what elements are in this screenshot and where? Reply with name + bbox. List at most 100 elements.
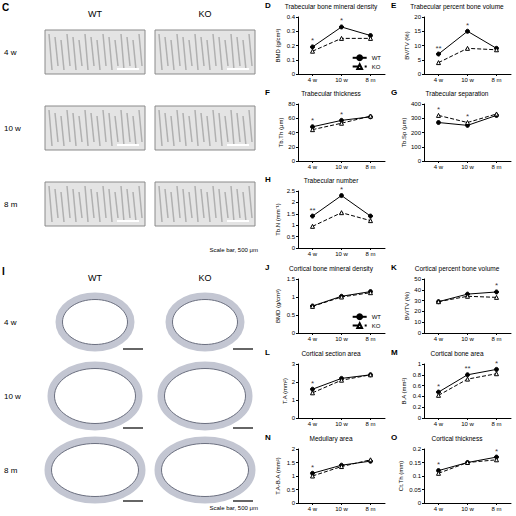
svg-text:20: 20 [414,14,421,20]
svg-text:8 m: 8 m [365,77,375,83]
svg-text:60: 60 [288,115,295,121]
svg-text:0.5: 0.5 [287,487,296,493]
svg-text:0: 0 [418,71,422,77]
svg-text:BMD (g/cm³): BMD (g/cm³) [275,29,281,63]
svg-text:*: * [495,447,498,456]
svg-text:0: 0 [292,415,296,421]
svg-text:N: N [265,433,271,442]
svg-text:T.A (mm²): T.A (mm²) [282,378,288,404]
svg-text:O: O [391,433,397,442]
svg-text:Cortical percent bone volume: Cortical percent bone volume [415,265,500,273]
svg-text:0.4: 0.4 [413,393,422,399]
svg-text:10: 10 [414,43,421,49]
svg-text:10 w: 10 w [461,336,474,342]
svg-text:2: 2 [292,199,296,205]
svg-text:1.5: 1.5 [287,460,296,466]
svg-text:1: 1 [292,397,296,403]
svg-text:*: * [495,359,498,368]
svg-text:Trabecular bone mineral densit: Trabecular bone mineral density [285,3,378,11]
svg-text:Tb.Th (μm): Tb.Th (μm) [278,118,284,148]
svg-text:G: G [391,88,397,97]
svg-text:40: 40 [288,130,295,136]
svg-text:0.2: 0.2 [413,446,422,452]
svg-text:0.2: 0.2 [413,404,422,410]
svg-text:20: 20 [288,144,295,150]
svg-text:4 w: 4 w [434,336,444,342]
svg-text:I: I [2,266,5,277]
svg-text:4 w: 4 w [4,318,17,327]
svg-text:Trabecular thickness: Trabecular thickness [301,90,361,97]
svg-text:J: J [265,263,269,272]
svg-text:4 w: 4 w [434,506,444,512]
svg-text:10 w: 10 w [335,506,348,512]
svg-text:M: M [391,348,398,357]
svg-text:1: 1 [292,222,296,228]
svg-text:*: * [466,21,469,30]
svg-text:Ct.Th (mm): Ct.Th (mm) [398,461,404,491]
svg-text:F: F [265,88,270,97]
svg-text:3: 3 [292,361,296,367]
svg-text:*: * [311,36,314,45]
svg-text:4 w: 4 w [4,48,17,57]
svg-text:0.5: 0.5 [287,312,296,318]
svg-text:**: ** [309,206,315,215]
svg-text:0: 0 [418,415,422,421]
svg-text:WT: WT [88,273,102,283]
svg-text:T.A-B.A (mm²): T.A-B.A (mm²) [275,457,281,495]
svg-text:40: 40 [414,287,421,293]
svg-text:4 w: 4 w [308,506,318,512]
svg-text:50: 50 [414,276,421,282]
svg-text:B.A (mm²): B.A (mm²) [401,378,407,405]
svg-text:400: 400 [411,101,422,107]
svg-text:*: * [437,460,440,469]
svg-text:8 m: 8 m [491,164,501,170]
svg-text:0.8: 0.8 [413,372,422,378]
svg-text:Trabecular percent bone volume: Trabecular percent bone volume [410,3,504,11]
svg-text:*: * [340,110,343,119]
svg-text:8 m: 8 m [365,336,375,342]
svg-text:WT: WT [372,55,382,61]
svg-text:E: E [391,1,397,10]
svg-text:0.1: 0.1 [413,473,422,479]
svg-text:D: D [265,1,271,10]
svg-text:10 w: 10 w [4,392,21,401]
svg-text:0: 0 [292,330,296,336]
svg-text:Cortical section area: Cortical section area [301,350,361,357]
svg-text:Tb.N (mm⁻¹): Tb.N (mm⁻¹) [275,203,281,236]
svg-text:10 w: 10 w [461,506,474,512]
svg-text:100: 100 [411,144,422,150]
svg-text:0.15: 0.15 [409,460,421,466]
svg-text:1: 1 [418,361,422,367]
svg-text:0: 0 [292,158,296,164]
svg-text:**: ** [464,364,470,373]
svg-text:0.6: 0.6 [413,383,422,389]
svg-text:4 w: 4 w [308,421,318,427]
svg-text:10 w: 10 w [335,77,348,83]
svg-text:4 w: 4 w [308,164,318,170]
svg-text:*: * [340,185,343,194]
svg-text:2: 2 [292,446,296,452]
svg-text:0: 0 [418,330,422,336]
svg-text:0: 0 [292,245,296,251]
svg-text:Tb.Sp (μm): Tb.Sp (μm) [401,117,407,147]
svg-text:Trabecular separation: Trabecular separation [426,90,489,98]
svg-text:Scale bar, 500 μm: Scale bar, 500 μm [210,247,258,253]
svg-text:*: * [495,281,498,290]
svg-text:L: L [265,348,270,357]
svg-text:KO: KO [372,323,381,329]
svg-text:8 m: 8 m [491,336,501,342]
svg-text:*: * [437,382,440,391]
svg-text:200: 200 [411,130,422,136]
svg-text:4 w: 4 w [308,251,318,257]
svg-text:10 w: 10 w [461,164,474,170]
svg-text:BMD (g/cm³): BMD (g/cm³) [275,289,281,323]
svg-text:KO: KO [198,9,211,19]
svg-text:Scale bar, 500 μm: Scale bar, 500 μm [210,505,258,511]
svg-text:4 w: 4 w [308,336,318,342]
svg-text:8 m: 8 m [4,466,18,475]
svg-text:*: * [340,16,343,25]
svg-text:BV/TV (%): BV/TV (%) [404,292,410,320]
svg-text:0: 0 [292,71,296,77]
svg-text:Trabecular number: Trabecular number [304,177,360,184]
svg-text:BV/TV (%): BV/TV (%) [404,31,410,59]
